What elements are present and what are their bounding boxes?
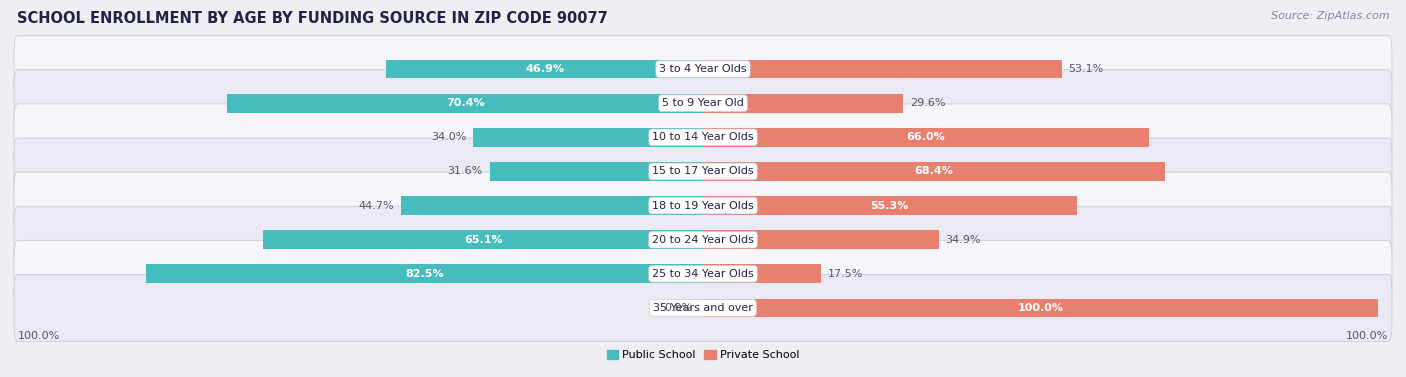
FancyBboxPatch shape	[14, 274, 1392, 341]
Text: 55.3%: 55.3%	[870, 201, 908, 211]
Text: 31.6%: 31.6%	[447, 166, 482, 176]
Bar	[703, 94, 903, 113]
Text: 25 to 34 Year Olds: 25 to 34 Year Olds	[652, 269, 754, 279]
Text: 10 to 14 Year Olds: 10 to 14 Year Olds	[652, 132, 754, 143]
Bar	[146, 264, 703, 283]
Text: 100.0%: 100.0%	[1018, 303, 1064, 313]
Bar	[489, 162, 703, 181]
Text: SCHOOL ENROLLMENT BY AGE BY FUNDING SOURCE IN ZIP CODE 90077: SCHOOL ENROLLMENT BY AGE BY FUNDING SOUR…	[17, 11, 607, 26]
FancyBboxPatch shape	[14, 104, 1392, 171]
Bar	[228, 94, 703, 113]
Bar	[703, 230, 939, 249]
Bar	[401, 196, 703, 215]
Text: 68.4%: 68.4%	[914, 166, 953, 176]
Text: 20 to 24 Year Olds: 20 to 24 Year Olds	[652, 234, 754, 245]
FancyBboxPatch shape	[14, 138, 1392, 205]
Text: 35 Years and over: 35 Years and over	[652, 303, 754, 313]
Text: 17.5%: 17.5%	[828, 269, 863, 279]
Text: 46.9%: 46.9%	[524, 64, 564, 74]
Text: 34.0%: 34.0%	[432, 132, 467, 143]
Bar	[703, 264, 821, 283]
Text: 70.4%: 70.4%	[446, 98, 485, 108]
Text: 100.0%: 100.0%	[17, 331, 59, 341]
Bar	[703, 196, 1077, 215]
FancyBboxPatch shape	[14, 172, 1392, 239]
Text: 100.0%: 100.0%	[1347, 331, 1389, 341]
Text: 0.0%: 0.0%	[665, 303, 693, 313]
Bar	[703, 60, 1062, 78]
Bar	[387, 60, 703, 78]
Text: 34.9%: 34.9%	[945, 234, 981, 245]
Text: 15 to 17 Year Olds: 15 to 17 Year Olds	[652, 166, 754, 176]
Text: 65.1%: 65.1%	[464, 234, 502, 245]
Text: 5 to 9 Year Old: 5 to 9 Year Old	[662, 98, 744, 108]
Bar	[703, 299, 1378, 317]
Bar	[474, 128, 703, 147]
Text: Source: ZipAtlas.com: Source: ZipAtlas.com	[1271, 11, 1389, 21]
FancyBboxPatch shape	[14, 241, 1392, 307]
Legend: Public School, Private School: Public School, Private School	[603, 347, 803, 363]
FancyBboxPatch shape	[14, 206, 1392, 273]
FancyBboxPatch shape	[14, 70, 1392, 136]
FancyBboxPatch shape	[14, 36, 1392, 103]
Bar	[703, 162, 1166, 181]
Text: 18 to 19 Year Olds: 18 to 19 Year Olds	[652, 201, 754, 211]
Text: 3 to 4 Year Olds: 3 to 4 Year Olds	[659, 64, 747, 74]
Text: 29.6%: 29.6%	[910, 98, 945, 108]
Text: 53.1%: 53.1%	[1069, 64, 1104, 74]
Bar	[703, 128, 1149, 147]
Bar	[263, 230, 703, 249]
Text: 66.0%: 66.0%	[907, 132, 945, 143]
Text: 44.7%: 44.7%	[359, 201, 394, 211]
Text: 82.5%: 82.5%	[405, 269, 444, 279]
